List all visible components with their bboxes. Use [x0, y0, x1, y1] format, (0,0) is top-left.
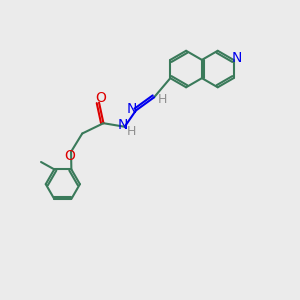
- Text: H: H: [126, 125, 136, 138]
- Text: N: N: [127, 102, 137, 116]
- Text: O: O: [64, 149, 75, 163]
- Text: H: H: [158, 93, 167, 106]
- Text: N: N: [232, 51, 242, 65]
- Text: N: N: [118, 118, 128, 132]
- Text: O: O: [95, 91, 106, 105]
